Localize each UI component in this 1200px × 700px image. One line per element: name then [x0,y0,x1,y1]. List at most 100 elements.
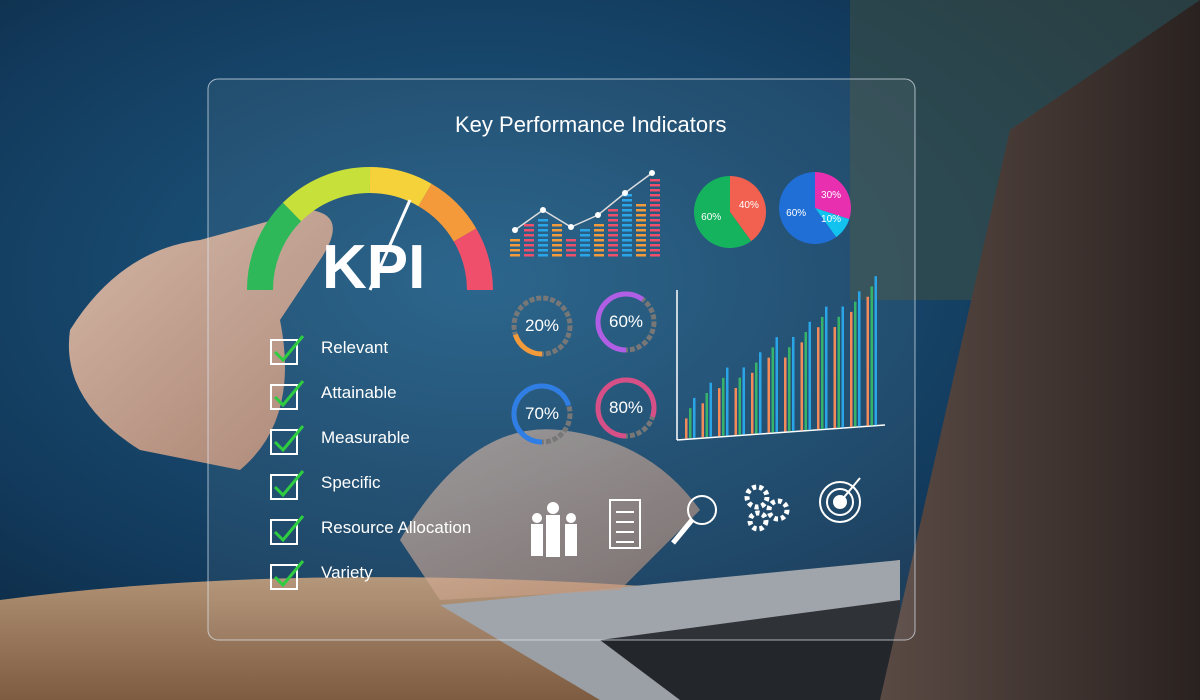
pie-slice [694,176,752,249]
growth-bar [821,316,824,429]
mini-bar-segment [636,214,646,217]
mini-bar-segment [594,244,604,247]
pie-slice [730,176,767,242]
mini-bar-segment [594,254,604,257]
check-icon [273,335,305,363]
growth-bar [874,276,877,426]
checkbox [270,380,305,410]
pie-slice-label: 60% [701,212,722,224]
growth-bar [775,337,778,433]
mini-bar-segment [538,254,548,257]
mini-bar-segment [538,229,548,232]
trend-point [568,224,574,230]
growth-bar [751,372,754,434]
growth-bar [804,332,807,431]
hand-right [400,429,700,600]
mini-bar-segment [594,234,604,237]
pie-slice [815,208,850,238]
mini-bar-segment [650,249,660,252]
check-icon [273,425,305,453]
checkbox [270,560,305,590]
mini-bar-segment [566,249,576,252]
mini-bar-segment [594,224,604,227]
mini-bar-segment [538,224,548,227]
mini-bar-segment [524,244,534,247]
clipboard-icon [609,499,641,549]
trend-point [649,170,655,176]
team-icon [531,502,577,557]
mini-bar-segment [608,254,618,257]
mini-bar-segment [510,249,520,252]
magnifier-chart-icon [671,495,717,545]
laptop-lid [880,0,1200,700]
mini-bar-segment [538,219,548,222]
mini-bar-segment [636,204,646,207]
mini-bar-segment [622,199,632,202]
ring-progress [595,291,657,353]
mini-bar-segment [622,239,632,242]
pie-slice-label: 60% [786,208,807,220]
mini-bar-segment [538,234,548,237]
ring-value-label: 60% [609,312,644,331]
mini-bar-segment [608,239,618,242]
growth-bar [866,296,869,426]
mini-bar-segment [524,234,534,237]
mini-bar-segment [566,244,576,247]
gauge-needle [368,199,412,291]
mini-bar-segment [650,204,660,207]
mini-bar-segment [580,254,590,257]
mini-bar-segment [524,249,534,252]
ring-value-label: 80% [609,398,644,417]
ring-progress [511,383,573,445]
mini-bar-segment [552,249,562,252]
mini-bar-segment [622,194,632,197]
ring-value-label: 20% [525,316,560,335]
mini-bar-segment [650,179,660,182]
checklist-item-label: Resource Allocation [321,518,472,537]
checklist-item-label: Measurable [321,428,410,447]
mini-bar-segment [594,239,604,242]
mini-bar-segment [650,189,660,192]
mini-bar-segment [524,239,534,242]
mini-bar-segment [538,249,548,252]
mini-bar-segment [538,239,548,242]
target-icon [819,477,861,523]
checklist-item-label: Attainable [321,383,397,402]
mini-bar-segment [650,234,660,237]
growth-bar [854,301,857,427]
growth-bar [767,357,770,433]
mini-bar-segment [650,209,660,212]
mini-bar-segment [552,234,562,237]
mini-bar-segment [622,234,632,237]
mini-bar-segment [650,199,660,202]
growth-bar [701,403,704,438]
mini-bar-segment [566,254,576,257]
mini-bar-segment [650,219,660,222]
mini-bar-segment [594,249,604,252]
growth-bar [734,387,737,435]
mini-bar-segment [650,229,660,232]
mini-bar-segment [552,254,562,257]
growth-bar [726,367,729,436]
growth-bar [800,342,803,431]
ring-progress [511,295,573,357]
growth-bar [837,316,840,428]
checklist-boxes [270,335,305,590]
trend-line [514,172,653,231]
mini-bar-segment [608,234,618,237]
ring-progress [595,377,657,439]
check-icon [273,380,305,408]
growth-bar [685,418,688,439]
mini-bar-segment [650,214,660,217]
mini-bar-segment [622,219,632,222]
trend-point [595,212,601,218]
mini-bar-segment [510,239,520,242]
panel-title: Key Performance Indicators [455,112,727,137]
mini-bar-segment [622,229,632,232]
pie-charts [694,172,851,249]
mini-bar-segment [524,224,534,227]
mini-bar-segment [552,224,562,227]
mini-bar-segment [636,219,646,222]
growth-bar [858,291,861,427]
